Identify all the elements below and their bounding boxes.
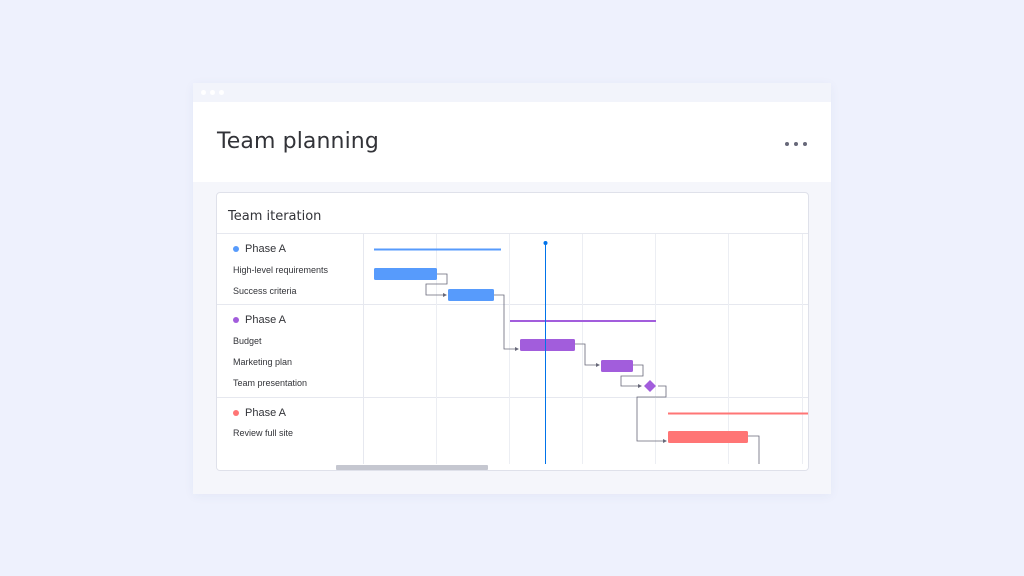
group-label: Phase A — [245, 314, 286, 326]
group-divider — [217, 397, 808, 398]
task-label[interactable]: Budget — [233, 336, 262, 346]
milestone-diamond-icon[interactable] — [644, 380, 656, 392]
horizontal-scrollbar[interactable] — [217, 464, 808, 470]
task-bar[interactable] — [520, 339, 575, 351]
dependency-connector — [636, 385, 667, 442]
page-header: Team planning — [193, 102, 831, 182]
arrowhead — [638, 384, 642, 388]
dependency-connector — [620, 364, 644, 387]
scrollbar-thumb[interactable] — [336, 465, 488, 470]
group-divider — [217, 304, 808, 305]
window-dot-icon[interactable] — [210, 90, 215, 95]
dependency-connector — [494, 294, 515, 350]
dependency-connector — [425, 273, 448, 296]
gantt-timeline — [374, 234, 808, 470]
more-options-button[interactable] — [785, 138, 807, 150]
arrowhead — [663, 439, 667, 443]
task-label[interactable]: Team presentation — [233, 378, 308, 388]
arrowhead — [596, 363, 600, 367]
group-label: Phase A — [245, 407, 286, 419]
window-dot-icon[interactable] — [219, 90, 224, 95]
task-label[interactable]: Review full site — [233, 428, 294, 438]
more-horizontal-icon — [785, 142, 789, 146]
gantt-board: Team iteration Phase A High-level requir… — [216, 192, 809, 471]
group-label: Phase A — [245, 243, 286, 255]
group-header[interactable]: Phase A — [233, 243, 286, 255]
group-summary-bar[interactable] — [510, 320, 656, 322]
more-horizontal-icon — [794, 142, 798, 146]
group-header[interactable]: Phase A — [233, 407, 286, 419]
page-title: Team planning — [217, 129, 379, 154]
group-summary-bar[interactable] — [374, 248, 501, 251]
today-marker-dot — [543, 241, 548, 245]
arrowhead — [515, 347, 519, 351]
divider — [217, 233, 808, 234]
task-label[interactable]: Marketing plan — [233, 357, 293, 367]
group-color-dot-icon — [233, 246, 239, 252]
group-color-dot-icon — [233, 317, 239, 323]
window-titlebar — [193, 83, 831, 102]
task-bar[interactable] — [601, 360, 633, 372]
task-label[interactable]: Success criteria — [233, 286, 297, 296]
dependency-connector — [574, 343, 596, 366]
board-title: Team iteration — [228, 209, 322, 224]
more-horizontal-icon — [803, 142, 807, 146]
dependency-connector — [748, 435, 760, 470]
arrowhead — [443, 293, 447, 297]
column-divider — [363, 234, 364, 470]
task-bar[interactable] — [448, 289, 494, 301]
group-header[interactable]: Phase A — [233, 314, 286, 326]
group-summary-bar[interactable] — [668, 412, 808, 415]
task-label[interactable]: High-level requirements — [233, 265, 329, 275]
group-color-dot-icon — [233, 410, 239, 416]
task-bar[interactable] — [374, 268, 437, 280]
window-dot-icon[interactable] — [201, 90, 206, 95]
task-bar[interactable] — [668, 431, 748, 443]
app-window: Team planning Team iteration Phase A Hig… — [193, 83, 831, 494]
